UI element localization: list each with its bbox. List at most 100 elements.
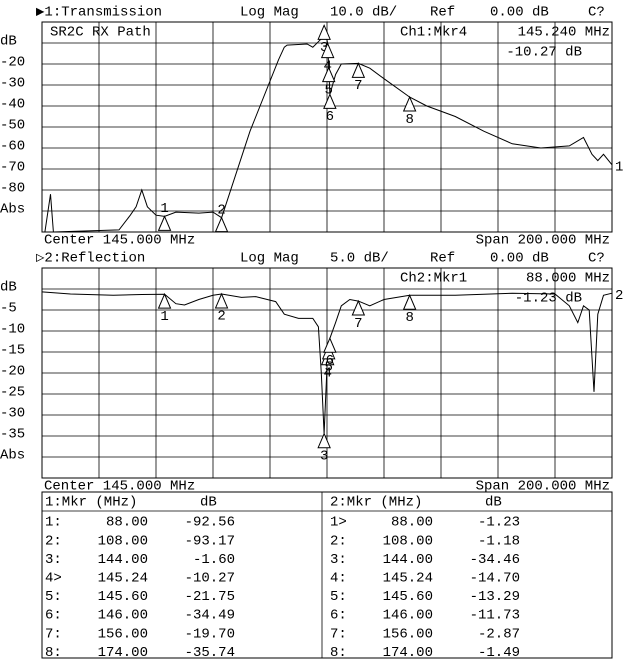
marker-triangle	[157, 215, 172, 231]
table-cell: 146.00	[383, 608, 433, 624]
table-cell: 7:	[45, 626, 62, 642]
table-cell: -93.17	[185, 533, 235, 549]
readout-x: 145.240 MHz	[518, 25, 610, 41]
header-ref: 0.00 dB	[490, 5, 549, 21]
table-cell: -1.18	[478, 533, 520, 549]
table-cell: -1.23	[478, 515, 520, 531]
marker-triangle	[402, 95, 417, 112]
table-header: 1:Mkr (MHz)	[45, 495, 137, 511]
table-cell: 4>	[45, 571, 62, 587]
table-header: dB	[200, 495, 217, 511]
y-tick-label: Abs	[0, 448, 25, 464]
marker-label: 3	[320, 40, 328, 56]
table-cell: 1>	[330, 515, 347, 531]
y-tick-label: -80	[0, 181, 25, 197]
marker-triangle	[214, 292, 229, 309]
y-tick-label: -25	[0, 385, 25, 401]
table-cell: 5:	[330, 589, 347, 605]
table-cell: -11.73	[470, 608, 520, 624]
table-cell: 3:	[45, 552, 62, 568]
table-cell: -92.56	[185, 515, 235, 531]
header-channel: ▶1:Transmission	[36, 5, 162, 21]
marker-label: 2	[217, 202, 225, 218]
y-tick-label: -15	[0, 343, 25, 359]
marker-label: 6	[326, 109, 334, 125]
table-cell: -13.29	[470, 589, 520, 605]
table-cell: -34.46	[470, 552, 520, 568]
y-tick-label: -10	[0, 322, 25, 338]
table-cell: -19.70	[185, 626, 235, 642]
table-cell: 145.24	[98, 571, 148, 587]
y-tick-label: -40	[0, 97, 25, 113]
marker-triangle	[157, 292, 172, 309]
table-cell: -14.70	[470, 571, 520, 587]
table-cell: 174.00	[383, 645, 433, 659]
header-format: Log Mag	[240, 5, 299, 21]
y-tick-label: dB	[0, 280, 17, 296]
marker-label: 8	[405, 310, 413, 326]
marker-triangle	[323, 336, 337, 353]
marker-label: 1	[160, 309, 168, 325]
y-tick-label: -50	[0, 118, 25, 134]
center-label: Center 145.000 MHz	[44, 479, 195, 495]
y-tick-label: -20	[0, 364, 25, 380]
table-cell: -35.74	[185, 645, 235, 659]
table-cell: 145.24	[383, 571, 433, 587]
table-cell: 3:	[330, 552, 347, 568]
table-cell: 144.00	[383, 552, 433, 568]
table-cell: 88.00	[106, 515, 148, 531]
marker-triangle	[402, 293, 417, 310]
header-scale: 10.0 dB/	[330, 5, 397, 21]
table-cell: 88.00	[391, 515, 433, 531]
table-cell: 6:	[330, 608, 347, 624]
marker-triangle	[351, 62, 366, 78]
marker-label: 5	[325, 360, 333, 376]
marker-label: 3	[320, 448, 328, 464]
readout-x: 88.000 MHz	[526, 271, 610, 287]
header-format: Log Mag	[240, 251, 299, 267]
marker-triangle	[320, 42, 335, 59]
trace-end-label: 1	[615, 160, 623, 176]
y-tick-label: -5	[0, 301, 17, 317]
trace-title: SR2C RX Path	[50, 25, 151, 41]
table-cell: 8:	[330, 645, 347, 659]
table-cell: -1.60	[193, 552, 235, 568]
table-cell: 2:	[45, 533, 62, 549]
y-tick-label: -35	[0, 427, 25, 443]
table-cell: -34.49	[185, 608, 235, 624]
table-header: 2:Mkr (MHz)	[330, 495, 422, 511]
table-cell: 108.00	[383, 533, 433, 549]
table-cell: 108.00	[98, 533, 148, 549]
header-channel: ▷2:Reflection	[36, 251, 145, 267]
marker-label: 8	[405, 112, 413, 128]
table-cell: 4:	[330, 571, 347, 587]
header-ref-word: Ref	[430, 251, 455, 267]
marker-triangle	[323, 93, 337, 109]
table-header: dB	[485, 495, 502, 511]
table-cell: 174.00	[98, 645, 148, 659]
table-cell: 7:	[330, 626, 347, 642]
table-cell: -21.75	[185, 589, 235, 605]
table-cell: 156.00	[98, 626, 148, 642]
table-cell: 5:	[45, 589, 62, 605]
trace-end-label: 2	[615, 288, 623, 304]
header-ref-word: Ref	[430, 5, 455, 21]
y-tick-label: -60	[0, 139, 25, 155]
marker-label: 6	[326, 353, 334, 369]
center-label: Center 145.000 MHz	[44, 233, 195, 249]
marker-triangle	[317, 432, 331, 449]
table-cell: 145.60	[383, 589, 433, 605]
header-cal: C?	[588, 251, 605, 267]
header-scale: 5.0 dB/	[330, 251, 389, 267]
span-label: Span 200.000 MHz	[476, 479, 610, 495]
header-cal: C?	[588, 5, 605, 21]
marker-label: 7	[354, 78, 362, 94]
y-tick-label: -30	[0, 406, 25, 422]
table-cell: 156.00	[383, 626, 433, 642]
marker-triangle	[351, 299, 366, 316]
marker-label: 7	[354, 316, 362, 332]
marker-label: 1	[160, 201, 168, 217]
table-cell: 2:	[330, 533, 347, 549]
readout-name: Ch2:Mkr1	[400, 271, 467, 287]
